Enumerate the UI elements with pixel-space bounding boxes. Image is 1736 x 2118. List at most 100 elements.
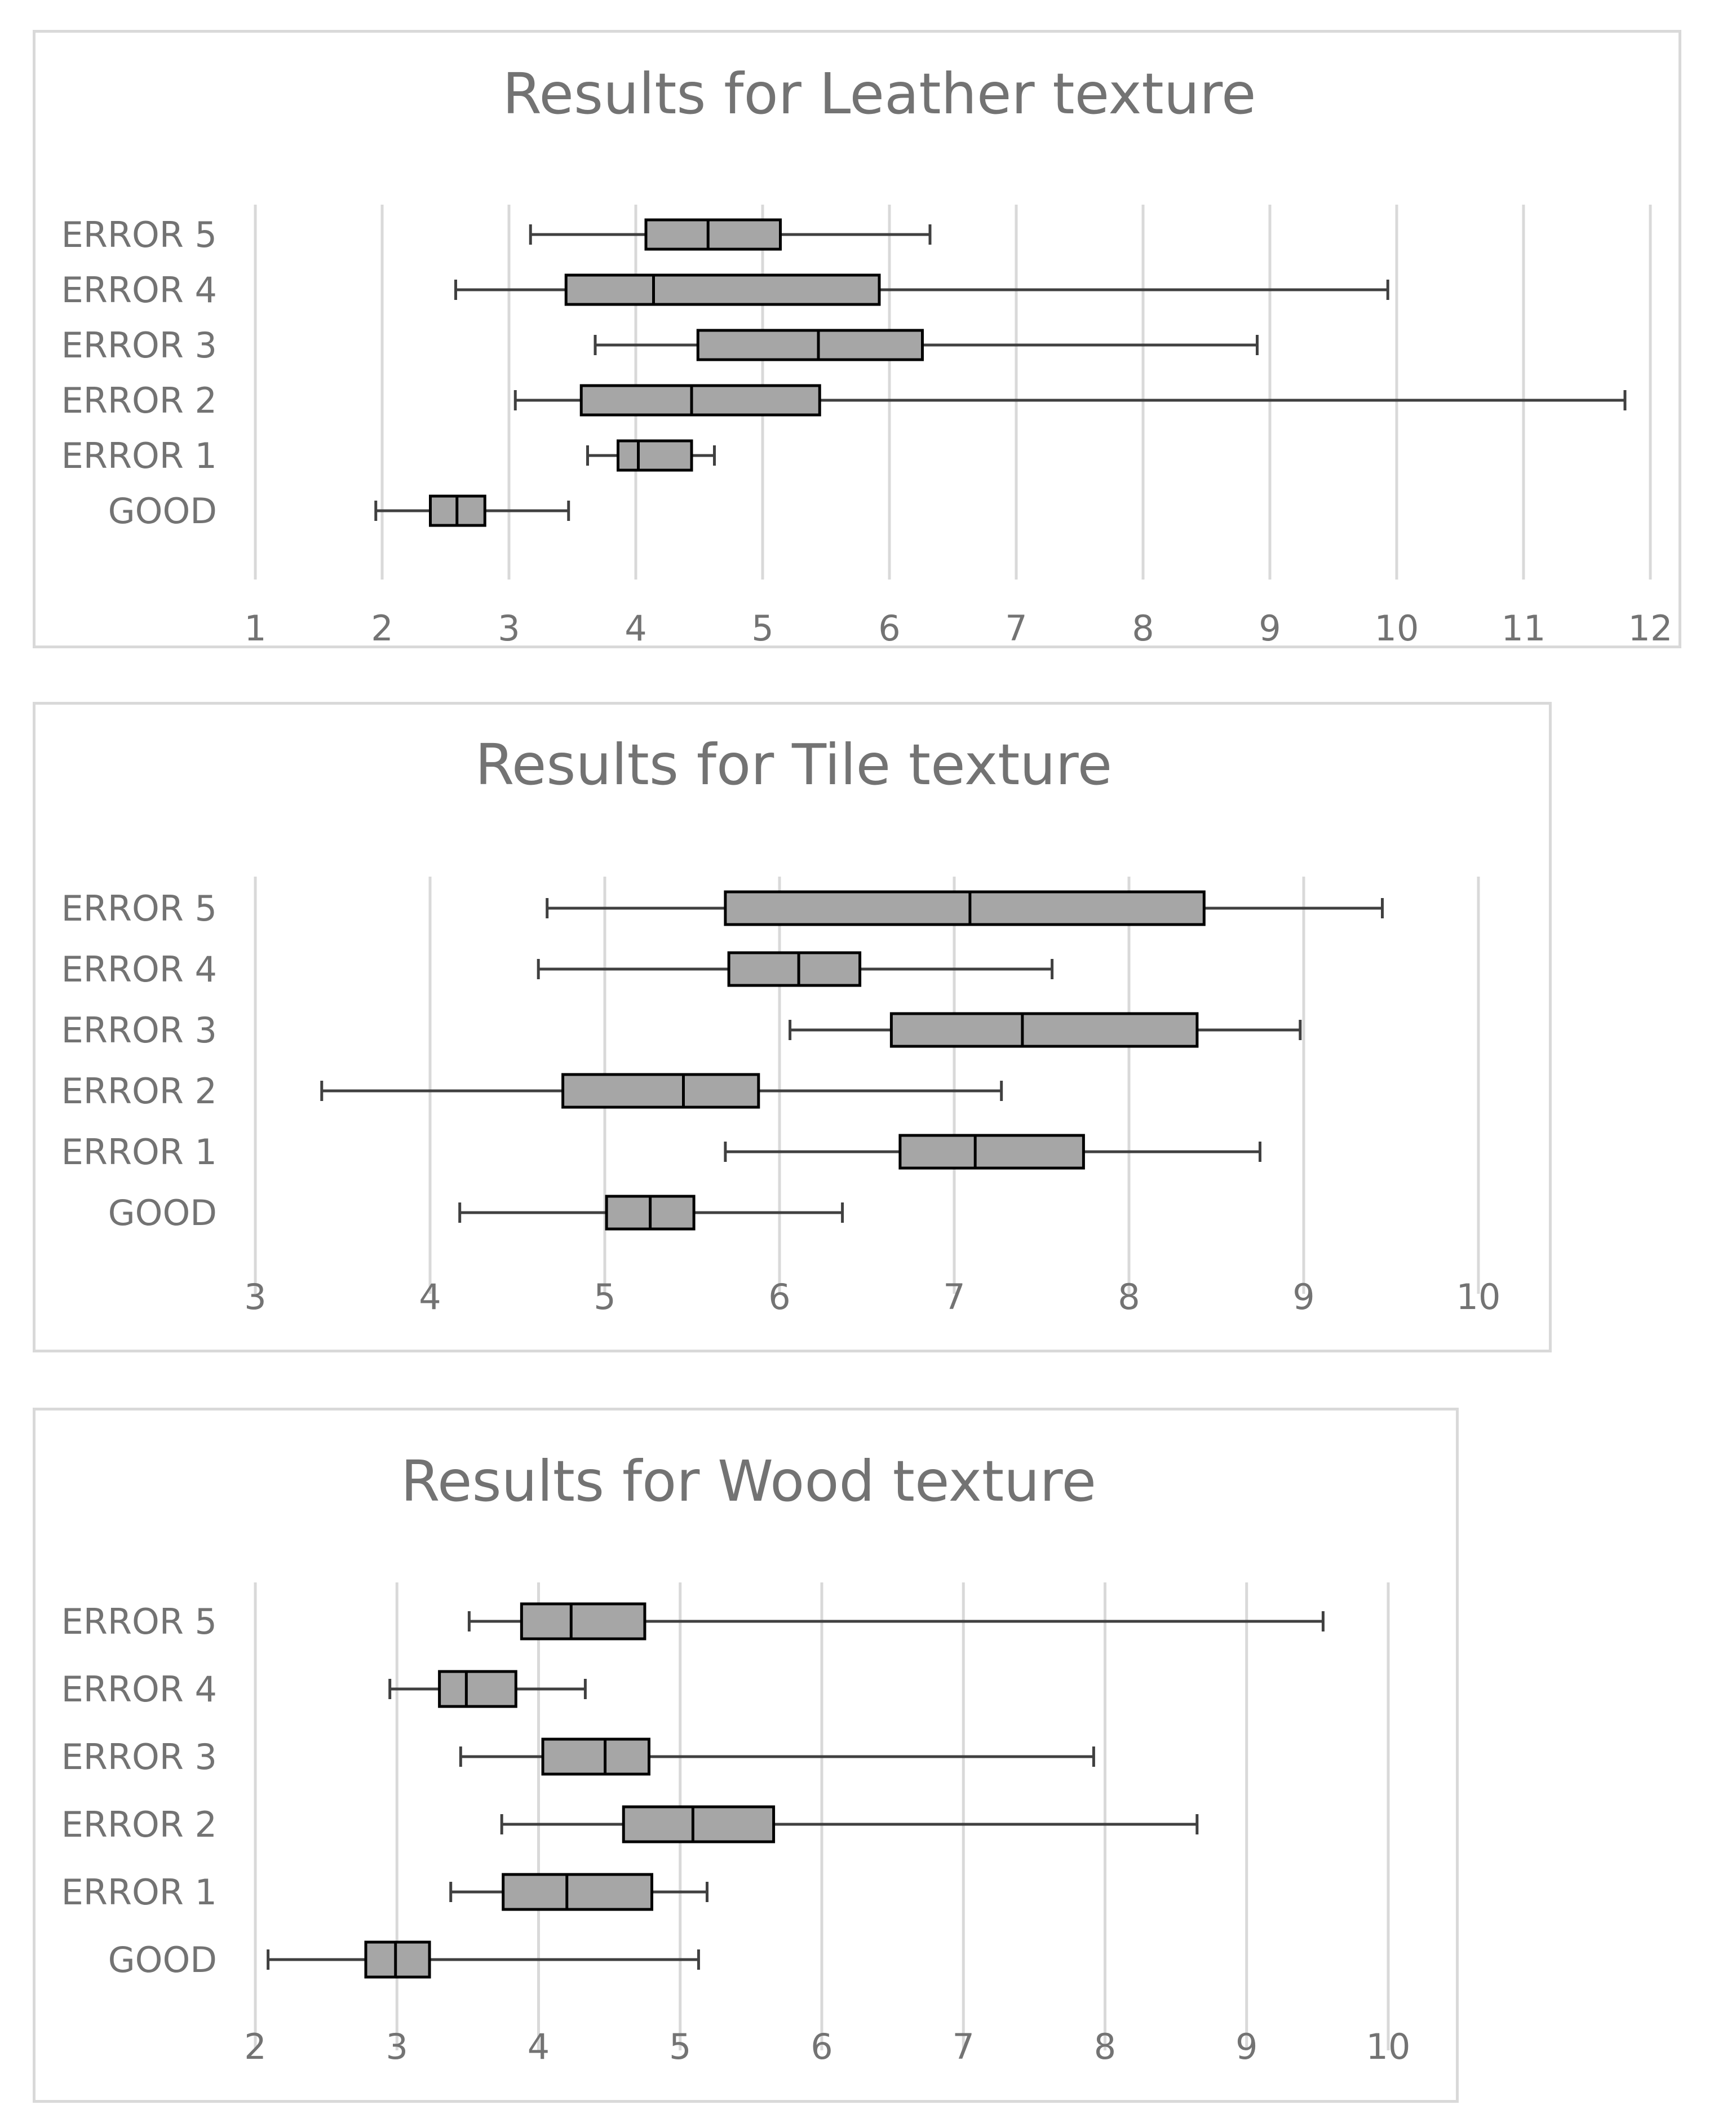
iqr-box: [561, 1073, 760, 1109]
category-label: ERROR 1: [61, 1131, 217, 1173]
box-plot: [513, 384, 1627, 417]
category-label: ERROR 2: [61, 1804, 217, 1845]
iqr-box: [644, 218, 782, 251]
iqr-box: [727, 951, 862, 987]
x-tick-label: 10: [1375, 608, 1419, 645]
box-plot: [267, 1940, 700, 1979]
x-tick-label: 11: [1502, 608, 1546, 645]
x-tick-label: 5: [751, 608, 773, 645]
box-plot: [388, 1670, 587, 1708]
category-label: ERROR 3: [61, 1010, 217, 1051]
x-tick-label: 3: [498, 608, 520, 645]
x-tick-label: 7: [1005, 608, 1027, 645]
x-tick-label: 2: [371, 608, 393, 645]
x-tick-label: 8: [1132, 608, 1154, 645]
box-plot: [594, 329, 1259, 361]
iqr-box: [889, 1012, 1199, 1048]
x-tick-labels: 1 2 3 4 5 6 7 8 9 10 11 12: [244, 608, 1672, 645]
box-series: [267, 1602, 1325, 1979]
x-tick-label: 6: [878, 608, 900, 645]
x-tick-label: 6: [811, 2026, 832, 2067]
chart-title: Results for Leather texture: [502, 61, 1256, 127]
category-label: GOOD: [108, 1939, 217, 1980]
x-tick-labels: 2 3 4 5 6 7 8 9 10: [244, 2026, 1410, 2067]
grid-lines: [254, 877, 1480, 1294]
category-label: ERROR 1: [61, 1872, 217, 1913]
box-plot: [586, 439, 716, 472]
x-tick-label: 8: [1094, 2026, 1116, 2067]
x-tick-label: 7: [953, 2026, 975, 2067]
category-label: ERROR 4: [61, 1669, 217, 1710]
x-tick-label: 2: [244, 2026, 266, 2067]
x-tick-label: 5: [594, 1276, 615, 1317]
x-tick-label: 9: [1292, 1276, 1314, 1317]
box-series: [320, 890, 1384, 1231]
category-label: ERROR 5: [61, 1601, 217, 1642]
x-tick-label: 3: [244, 1276, 266, 1317]
box-plot: [724, 1134, 1261, 1170]
iqr-box: [579, 384, 821, 417]
box-plot: [467, 1602, 1325, 1641]
box-plot: [449, 1873, 708, 1911]
category-label: ERROR 2: [61, 1071, 217, 1112]
x-tick-label: 6: [768, 1276, 790, 1317]
x-tick-label: 9: [1259, 608, 1281, 645]
category-label: ERROR 2: [61, 380, 217, 421]
category-label: ERROR 4: [61, 949, 217, 990]
category-label: ERROR 1: [61, 435, 217, 476]
box-plot: [458, 1195, 844, 1231]
iqr-box: [364, 1940, 431, 1979]
iqr-box: [502, 1873, 653, 1911]
x-tick-label: 7: [943, 1276, 965, 1317]
iqr-box: [438, 1670, 517, 1708]
box-plot: [459, 1737, 1095, 1776]
x-tick-label: 4: [625, 608, 646, 645]
x-tick-label: 10: [1366, 2026, 1411, 2067]
iqr-box: [564, 273, 881, 306]
leather-chart-svg: Results for Leather texture ERROR 5ERROR…: [61, 61, 1673, 645]
x-tick-label: 9: [1235, 2026, 1257, 2067]
leather-chart: Results for Leather texture ERROR 5 ERROR…: [33, 30, 1681, 648]
iqr-box: [622, 1805, 776, 1843]
iqr-box: [617, 439, 693, 472]
box-plot: [546, 890, 1384, 926]
box-plot: [529, 218, 932, 251]
category-label: GOOD: [108, 490, 217, 532]
category-label: ERROR 5: [61, 214, 217, 255]
x-tick-label: 3: [386, 2026, 408, 2067]
x-tick-label: 4: [419, 1276, 441, 1317]
chart-title: Results for Tile texture: [475, 732, 1112, 798]
x-tick-label: 1: [244, 608, 266, 645]
box-plot: [500, 1805, 1199, 1843]
category-labels: ERROR 5 ERROR 4 ERROR 3 ERROR 2 ERROR 1 GOOD: [61, 214, 217, 532]
category-labels: ERROR 5 ERROR 4 ERROR 3 ERROR 2 ERROR 1 GOOD: [61, 888, 217, 1233]
x-tick-label: 10: [1456, 1276, 1501, 1317]
category-labels: ERROR 5 ERROR 4 ERROR 3 ERROR 2 ERROR 1 GOOD: [61, 1601, 217, 1980]
iqr-box: [520, 1602, 646, 1641]
category-label: ERROR 3: [61, 325, 217, 366]
box-plot: [537, 951, 1054, 987]
category-label: ERROR 4: [61, 269, 217, 311]
grid-lines: [254, 1582, 1390, 2050]
x-tick-label: 12: [1628, 608, 1673, 645]
box-plot: [320, 1073, 1003, 1109]
box-plot: [454, 273, 1389, 306]
box-series: [374, 218, 1627, 527]
x-tick-label: 5: [669, 2026, 691, 2067]
iqr-box: [696, 329, 924, 361]
box-plot: [789, 1012, 1302, 1048]
x-tick-label: 8: [1118, 1276, 1140, 1317]
iqr-box: [724, 890, 1206, 926]
category-label: ERROR 3: [61, 1736, 217, 1777]
x-tick-label: 4: [528, 2026, 550, 2067]
chart-title: Results for Wood texture: [401, 1448, 1096, 1514]
iqr-box: [541, 1737, 650, 1776]
x-tick-labels: 3 4 5 6 7 8 9 10: [244, 1276, 1500, 1317]
category-label: ERROR 5: [61, 888, 217, 929]
category-label: GOOD: [108, 1192, 217, 1233]
box-plot: [374, 494, 570, 527]
